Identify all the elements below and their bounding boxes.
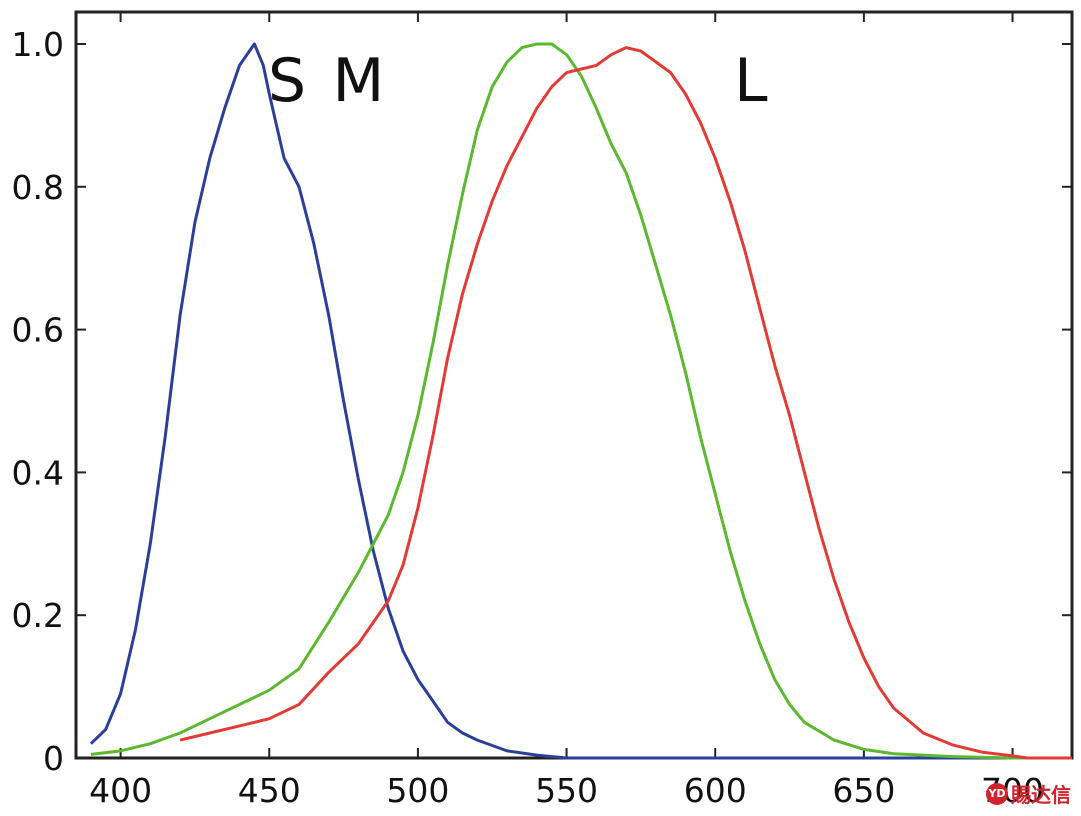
y-tick-label: 0.2 [12,596,64,635]
plot-frame [74,10,1074,760]
series-line-s [89,42,1072,760]
x-tick-label: 450 [238,771,301,810]
tick-marks [76,12,1072,759]
series-label-m: M [333,46,385,116]
series-label-l: L [734,46,768,116]
y-tick-label: 0 [43,739,64,778]
y-tick-label: 0.8 [12,168,64,207]
series-line-m [90,42,1072,760]
watermark-logo-icon: YD [986,782,1008,805]
watermark-text: 賜达信 [1011,783,1071,807]
x-tick-label: 650 [832,771,895,810]
x-tick-label: 500 [386,771,449,810]
series-line-l [179,46,1072,760]
y-tick-label: 0.6 [12,311,64,350]
series-label-s: S [268,46,306,116]
watermark: YD 賜达信 [986,779,1071,808]
x-tick-label: 400 [89,771,152,810]
y-tick-label: 1.0 [12,25,64,64]
x-tick-label: 550 [535,771,598,810]
y-tick-label: 0.4 [12,453,64,492]
x-tick-label: 600 [684,771,747,810]
series-lines [89,42,1072,760]
